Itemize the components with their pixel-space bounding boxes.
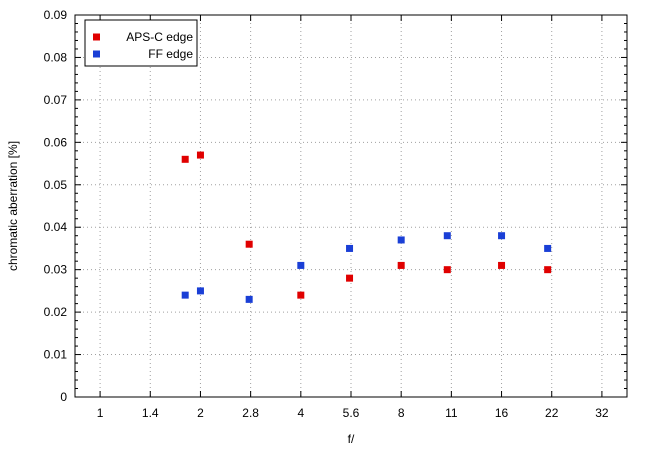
aps-c-point (443, 266, 451, 274)
y-tick-label: 0.06 (44, 135, 68, 149)
x-tick-label: 4 (297, 406, 304, 420)
x-axis: 1 1.4 2 2.8 4 5.6 8 11 16 22 32 (97, 15, 609, 420)
ff-point (245, 295, 253, 303)
aps-c-point (346, 274, 354, 282)
y-axis-label: chromatic aberration [%] (6, 141, 20, 271)
legend-label-ff: FF edge (148, 47, 193, 61)
aps-c-point (397, 261, 405, 269)
x-tick-label: 22 (545, 406, 559, 420)
x-tick-label: 11 (445, 406, 458, 420)
y-tick-label: 0.05 (44, 178, 68, 192)
aps-c-point (544, 266, 552, 274)
x-tick-label: 1 (97, 406, 104, 420)
aps-c-point (245, 240, 253, 248)
x-tick-label: 2.8 (242, 406, 259, 420)
x-tick-label: 2 (197, 406, 204, 420)
ff-point (397, 236, 405, 244)
y-axis: 0 0.01 0.02 0.03 0.04 0.05 0.06 0.07 0.08 0.09 (44, 8, 627, 404)
ff-point (443, 232, 451, 240)
aps-c-point (498, 261, 506, 269)
x-tick-label: 1.4 (142, 406, 159, 420)
ff-point (346, 244, 354, 252)
ff-point (544, 244, 552, 252)
x-tick-label: 8 (398, 406, 405, 420)
legend-label-aps-c: APS-C edge (126, 30, 193, 44)
legend: APS-C edge FF edge (84, 19, 198, 67)
data-points (181, 151, 552, 303)
grid (75, 15, 627, 397)
y-tick-label: 0 (60, 390, 67, 404)
x-tick-label: 5.6 (343, 406, 360, 420)
y-tick-label: 0.07 (44, 93, 68, 107)
ff-point (297, 261, 305, 269)
ff-point (498, 232, 506, 240)
legend-swatch-aps-c (93, 33, 100, 41)
y-tick-label: 0.04 (44, 220, 68, 234)
y-tick-label: 0.08 (44, 50, 68, 64)
y-tick-label: 0.01 (44, 348, 68, 362)
y-tick-label: 0.09 (44, 8, 68, 22)
x-tick-label: 32 (595, 406, 609, 420)
legend-box (84, 19, 198, 67)
aps-c-point (196, 151, 204, 159)
aps-c-point (297, 291, 305, 299)
aps-c-point (181, 155, 189, 163)
legend-swatch-ff (93, 50, 100, 58)
x-tick-label: 16 (495, 406, 509, 420)
ff-point (181, 291, 189, 299)
y-tick-label: 0.03 (44, 263, 68, 277)
x-axis-label: f/ (348, 432, 355, 446)
ff-point (196, 287, 204, 295)
y-tick-label: 0.02 (44, 305, 68, 319)
